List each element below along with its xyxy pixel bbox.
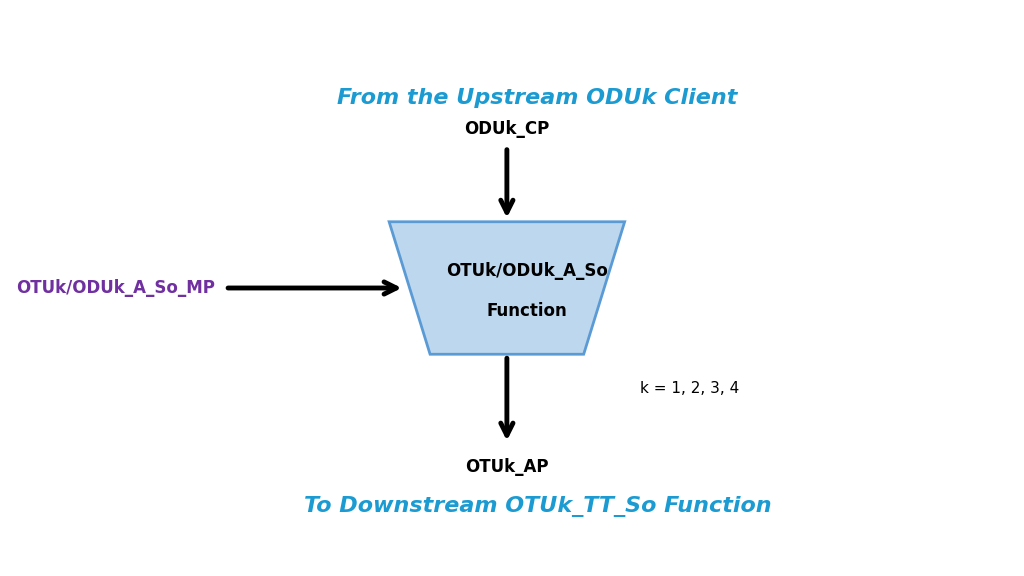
Text: Function: Function xyxy=(487,302,567,320)
Text: OTUk/ODUk_A_So: OTUk/ODUk_A_So xyxy=(446,262,608,280)
Text: To Downstream OTUk_TT_So Function: To Downstream OTUk_TT_So Function xyxy=(304,497,771,517)
Text: k = 1, 2, 3, 4: k = 1, 2, 3, 4 xyxy=(640,381,739,396)
Text: OTUk_AP: OTUk_AP xyxy=(465,458,549,476)
Text: ODUk_CP: ODUk_CP xyxy=(464,120,550,138)
Text: OTUk/ODUk_A_So_MP: OTUk/ODUk_A_So_MP xyxy=(16,279,215,297)
Text: From the Upstream ODUk Client: From the Upstream ODUk Client xyxy=(338,88,737,108)
Polygon shape xyxy=(389,222,625,354)
